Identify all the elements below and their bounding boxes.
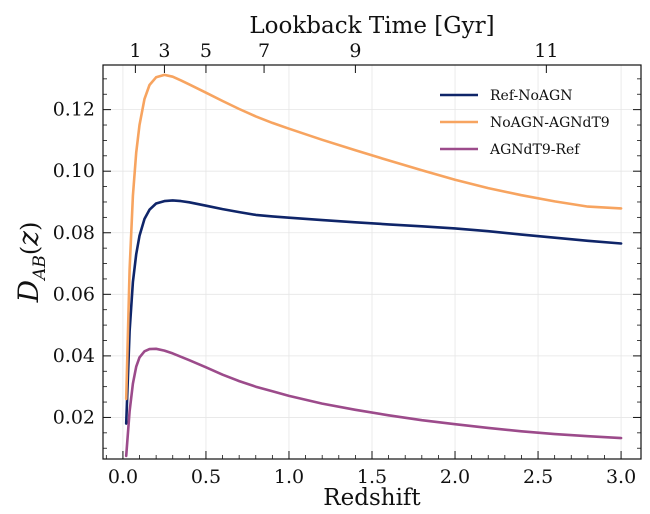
- y-tick-label: 0.10: [53, 160, 95, 182]
- svg-text:DAB(z): DAB(z): [12, 222, 50, 304]
- x-tick-label: 2.5: [523, 466, 553, 488]
- y-axis-title-subscript: AB: [30, 255, 50, 282]
- y-axis-title: DAB(z): [12, 222, 50, 304]
- y-tick-label: 0.04: [53, 345, 95, 367]
- x-axis-title: Redshift: [323, 485, 421, 511]
- y-tick-label: 0.12: [53, 99, 95, 121]
- y-tick-label: 0.06: [53, 283, 95, 305]
- series-line: [124, 73, 623, 401]
- grid: [103, 65, 641, 459]
- y-axis-title-close-paren: ): [16, 222, 44, 231]
- y-axis-title-open-paren: (: [16, 246, 44, 255]
- y-axis-title-symbol: D: [12, 280, 45, 303]
- x-tick-label: 1.5: [357, 466, 387, 488]
- top-tick-label: 7: [258, 40, 270, 62]
- top-tick-label: 9: [349, 40, 361, 62]
- legend-label: Ref-NoAGN: [490, 88, 572, 104]
- x-tick-label: 0.5: [191, 466, 221, 488]
- top-axis-title: Lookback Time [Gyr]: [249, 13, 494, 39]
- top-axis-ticks: 1 3 5 7 9 11: [129, 40, 558, 73]
- y-tick-label: 0.08: [53, 222, 95, 244]
- top-tick-label: 5: [200, 40, 212, 62]
- top-tick-label: 1: [129, 40, 141, 62]
- series-lines: [124, 73, 623, 458]
- top-tick-label: 11: [534, 40, 558, 62]
- x-axis-ticks: 0.0 0.5 1.0 1.5 2.0 2.5 3.0: [105, 451, 636, 488]
- y-axis-ticks: 0.02 0.04 0.06 0.08 0.10 0.12: [53, 78, 641, 449]
- y-axis-title-argument: z: [12, 231, 45, 247]
- series-line: [124, 199, 623, 425]
- x-tick-label: 3.0: [606, 466, 636, 488]
- x-tick-label: 2.0: [440, 466, 470, 488]
- legend-label: NoAGN-AGNdT9: [490, 115, 610, 131]
- series-line: [124, 347, 623, 458]
- x-tick-label: 1.0: [274, 466, 304, 488]
- legend-label: AGNdT9-Ref: [489, 142, 581, 158]
- top-tick-label: 3: [158, 40, 170, 62]
- y-tick-label: 0.02: [53, 406, 95, 428]
- x-tick-label: 0.0: [108, 466, 138, 488]
- legend: Ref-NoAGN NoAGN-AGNdT9 AGNdT9-Ref: [440, 88, 610, 158]
